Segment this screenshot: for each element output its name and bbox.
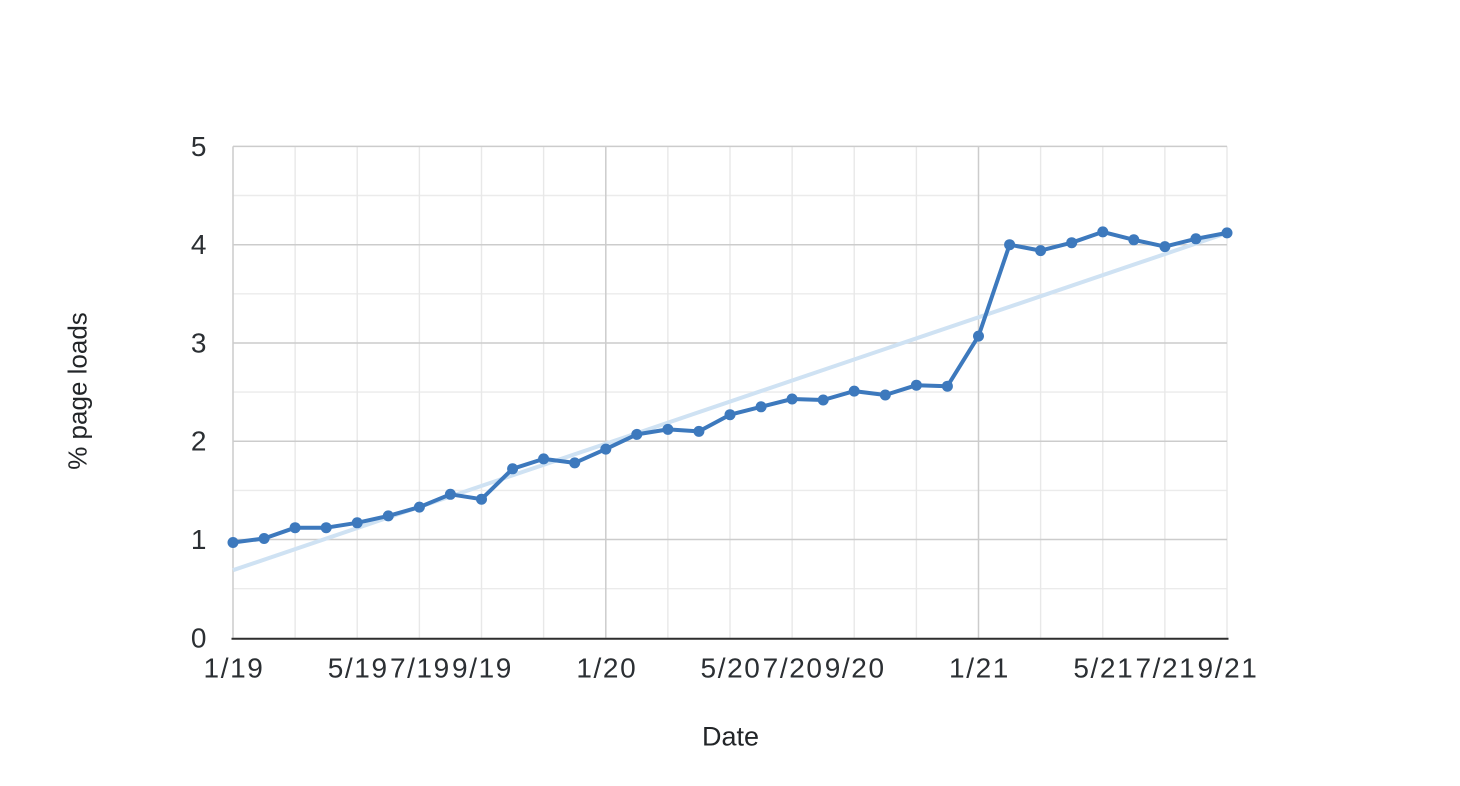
svg-text:3: 3 [191, 328, 207, 359]
svg-text:5/19: 5/19 [328, 653, 389, 684]
svg-text:7/21: 7/21 [1135, 653, 1196, 684]
svg-text:Date: Date [702, 722, 759, 752]
svg-text:% page loads: % page loads [63, 312, 93, 470]
svg-text:1/20: 1/20 [576, 653, 637, 684]
svg-text:7/19: 7/19 [390, 653, 451, 684]
svg-text:0: 0 [191, 622, 207, 653]
svg-text:5/21: 5/21 [1073, 653, 1134, 684]
svg-text:1/19: 1/19 [204, 653, 265, 684]
svg-text:1: 1 [191, 524, 207, 555]
svg-text:9/20: 9/20 [825, 653, 886, 684]
svg-text:7/20: 7/20 [763, 653, 824, 684]
svg-text:9/21: 9/21 [1198, 653, 1259, 684]
svg-text:5: 5 [191, 131, 207, 162]
svg-text:2: 2 [191, 426, 207, 457]
svg-text:1/21: 1/21 [949, 653, 1010, 684]
svg-text:4: 4 [191, 229, 207, 260]
svg-text:5/20: 5/20 [701, 653, 762, 684]
svg-text:9/19: 9/19 [452, 653, 513, 684]
